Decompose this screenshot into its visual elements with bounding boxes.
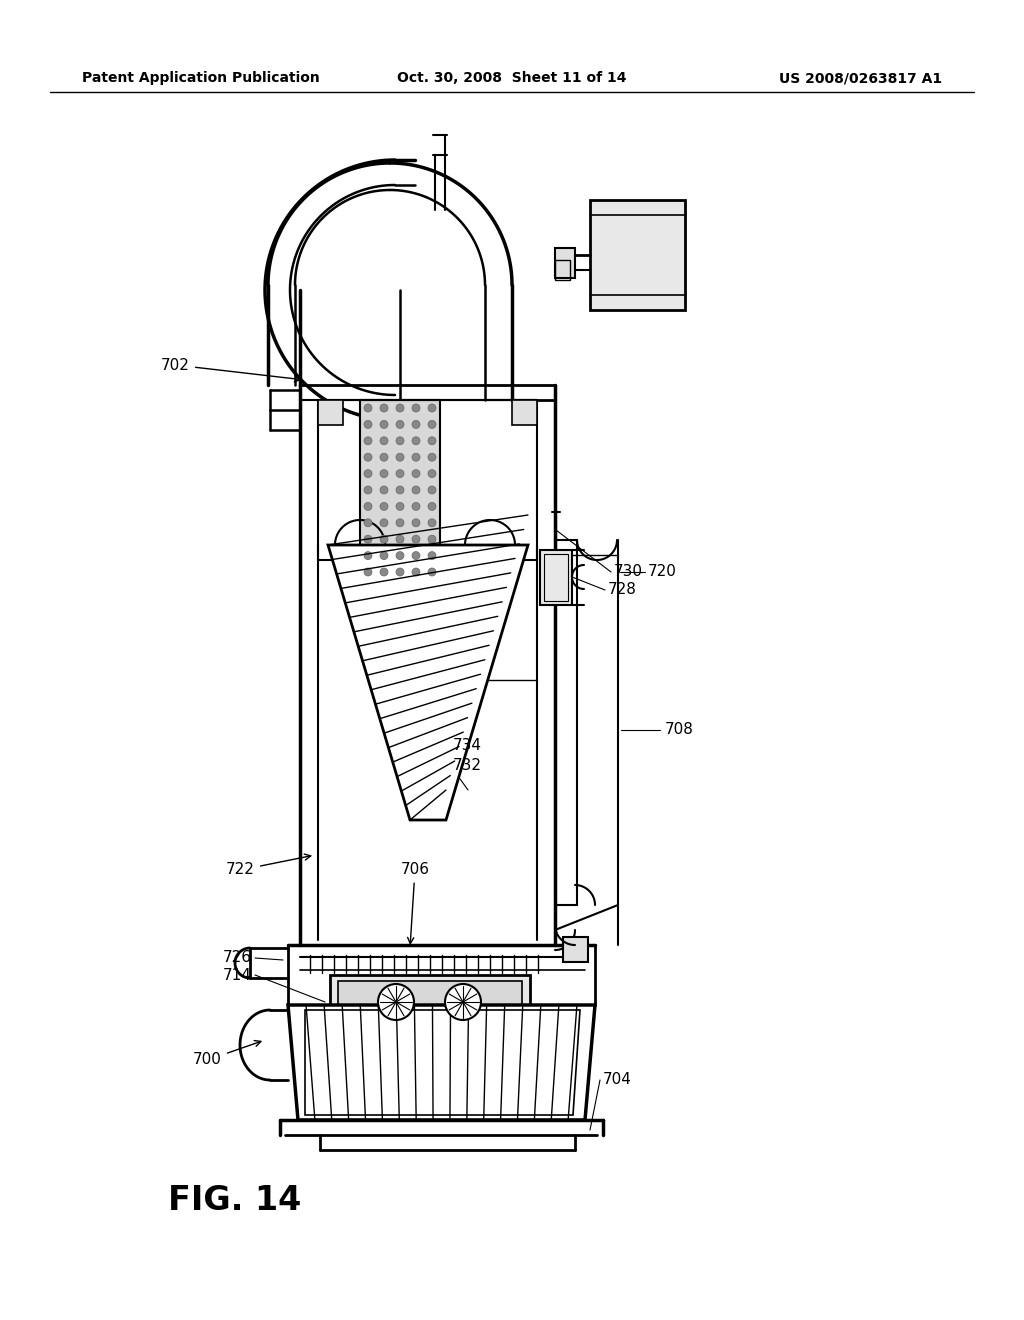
Text: 700: 700 [194, 1040, 261, 1068]
Polygon shape [288, 1005, 595, 1119]
Circle shape [380, 420, 388, 429]
Circle shape [396, 437, 404, 445]
Circle shape [380, 470, 388, 478]
Circle shape [428, 420, 436, 429]
Circle shape [364, 420, 372, 429]
Text: 704: 704 [603, 1072, 632, 1088]
Circle shape [412, 535, 420, 544]
Circle shape [428, 535, 436, 544]
Circle shape [364, 519, 372, 527]
Circle shape [396, 404, 404, 412]
Circle shape [412, 453, 420, 461]
Circle shape [428, 404, 436, 412]
Circle shape [412, 519, 420, 527]
Circle shape [396, 420, 404, 429]
Circle shape [412, 568, 420, 576]
Circle shape [364, 404, 372, 412]
Circle shape [412, 486, 420, 494]
Circle shape [396, 535, 404, 544]
Circle shape [380, 568, 388, 576]
Circle shape [412, 552, 420, 560]
Text: Oct. 30, 2008  Sheet 11 of 14: Oct. 30, 2008 Sheet 11 of 14 [397, 71, 627, 84]
Circle shape [396, 568, 404, 576]
Text: 708: 708 [665, 722, 694, 738]
Circle shape [380, 404, 388, 412]
Bar [555, 248, 575, 279]
Circle shape [364, 453, 372, 461]
Circle shape [428, 503, 436, 511]
Circle shape [396, 470, 404, 478]
Bar [590, 201, 685, 310]
Text: 732: 732 [453, 758, 482, 772]
Circle shape [380, 535, 388, 544]
Circle shape [428, 486, 436, 494]
Circle shape [428, 519, 436, 527]
Circle shape [412, 437, 420, 445]
Bar [512, 400, 537, 425]
Text: 730: 730 [614, 565, 643, 579]
Circle shape [428, 470, 436, 478]
Text: 728: 728 [608, 582, 637, 598]
Circle shape [380, 552, 388, 560]
Circle shape [364, 486, 372, 494]
Text: 702: 702 [161, 358, 301, 381]
Circle shape [396, 503, 404, 511]
Text: US 2008/0263817 A1: US 2008/0263817 A1 [779, 71, 942, 84]
Circle shape [364, 437, 372, 445]
Circle shape [445, 983, 481, 1020]
Circle shape [412, 404, 420, 412]
Circle shape [428, 437, 436, 445]
Text: FIG. 14: FIG. 14 [168, 1184, 301, 1217]
Bar [544, 554, 568, 601]
Circle shape [396, 453, 404, 461]
Circle shape [380, 453, 388, 461]
Circle shape [396, 486, 404, 494]
Circle shape [396, 519, 404, 527]
Circle shape [428, 552, 436, 560]
Polygon shape [328, 545, 528, 820]
Text: Patent Application Publication: Patent Application Publication [82, 71, 319, 84]
Bar [330, 975, 530, 1030]
Circle shape [380, 503, 388, 511]
Text: 720: 720 [648, 565, 677, 579]
Bar [563, 937, 588, 962]
Circle shape [412, 470, 420, 478]
Bar [318, 400, 343, 425]
Text: 714: 714 [223, 968, 252, 982]
Circle shape [364, 470, 372, 478]
Text: 726: 726 [223, 950, 252, 965]
Circle shape [380, 486, 388, 494]
Circle shape [364, 568, 372, 576]
Bar [540, 550, 572, 605]
Circle shape [378, 983, 414, 1020]
Circle shape [364, 535, 372, 544]
Circle shape [364, 552, 372, 560]
Circle shape [428, 568, 436, 576]
Text: 706: 706 [400, 862, 429, 944]
Circle shape [380, 519, 388, 527]
Circle shape [396, 552, 404, 560]
Text: 734: 734 [453, 738, 482, 752]
Bar [451, 660, 471, 700]
Circle shape [380, 437, 388, 445]
Bar [360, 400, 440, 579]
Circle shape [412, 420, 420, 429]
Circle shape [412, 503, 420, 511]
Bar [555, 260, 570, 280]
Text: 722: 722 [226, 854, 310, 878]
Circle shape [364, 503, 372, 511]
Circle shape [428, 453, 436, 461]
Bar [338, 981, 522, 1024]
